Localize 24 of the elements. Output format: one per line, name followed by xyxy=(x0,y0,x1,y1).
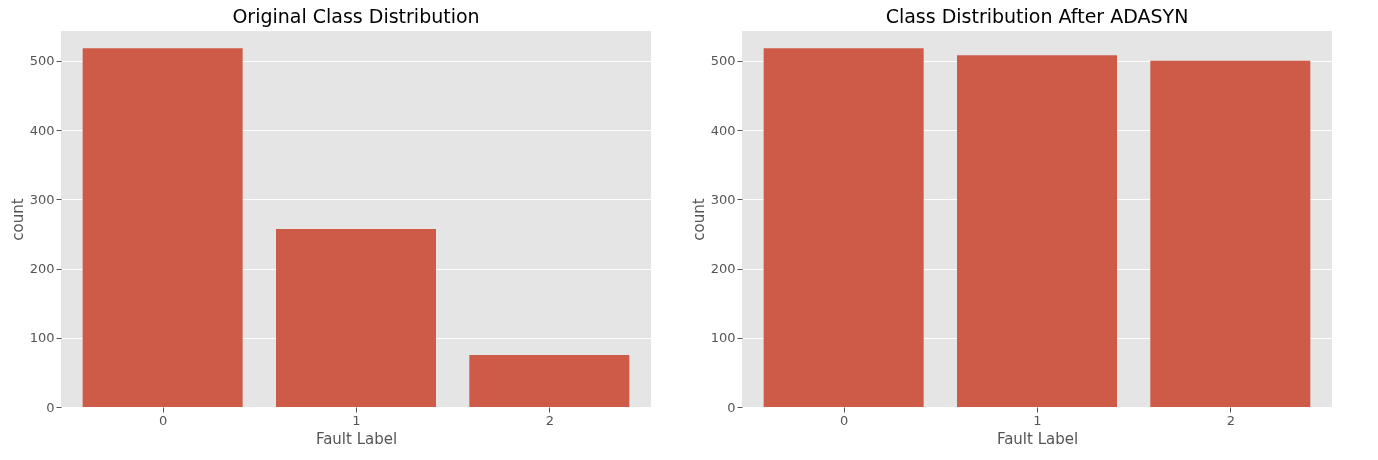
y-tick-label: 0 xyxy=(727,399,736,415)
x-tick-label: 2 xyxy=(545,412,554,428)
x-tick-label: 2 xyxy=(1226,412,1235,428)
y-tick-label: 0 xyxy=(46,399,55,415)
y-tick-label: 200 xyxy=(710,261,736,277)
x-tick-label: 1 xyxy=(1033,412,1042,428)
y-tick-label: 100 xyxy=(710,330,736,346)
y-tick-label: 400 xyxy=(710,122,736,138)
y-axis-title: count xyxy=(689,198,708,241)
y-axis-title: count xyxy=(8,198,27,241)
y-tick-label: 100 xyxy=(29,330,55,346)
x-axis-title: Fault Label xyxy=(996,429,1079,448)
x-axis-title: Fault Label xyxy=(315,429,398,448)
y-tick-label: 200 xyxy=(29,261,55,277)
x-tick-label: 0 xyxy=(159,412,168,428)
x-tick-label: 0 xyxy=(840,412,849,428)
y-tick-label: 300 xyxy=(710,191,736,207)
chart-title: Class Distribution After ADASYN xyxy=(885,5,1189,27)
y-tick-label: 500 xyxy=(29,53,55,69)
y-tick-label: 400 xyxy=(29,122,55,138)
chart-title: Original Class Distribution xyxy=(232,5,480,27)
y-tick-label: 500 xyxy=(710,53,736,69)
y-tick-label: 300 xyxy=(29,191,55,207)
x-tick-label: 1 xyxy=(352,412,361,428)
